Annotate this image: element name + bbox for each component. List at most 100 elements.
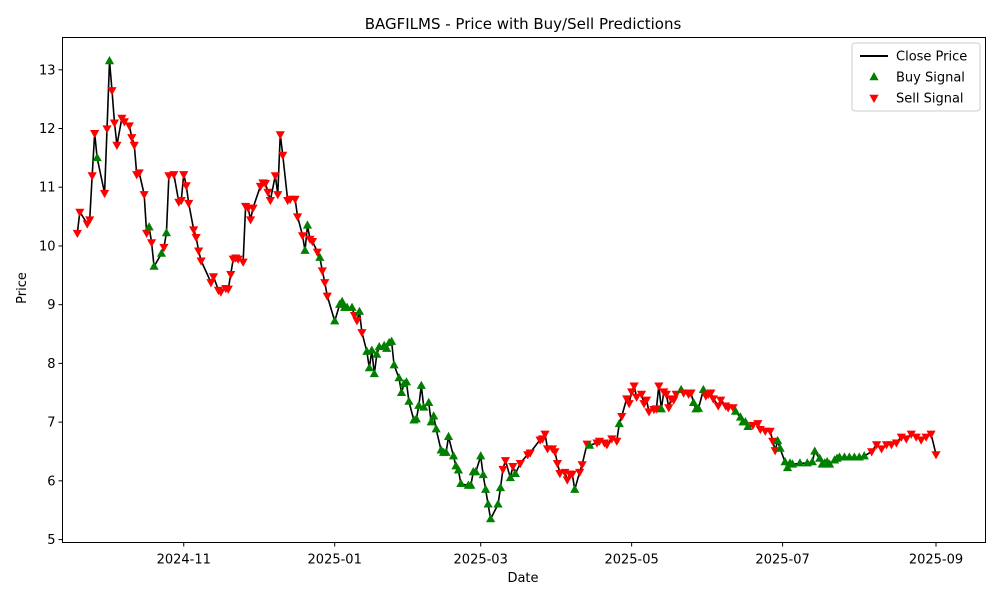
sell-signal-marker bbox=[906, 430, 916, 439]
y-tick-label: 7 bbox=[47, 416, 55, 431]
sell-signal-marker bbox=[622, 395, 632, 404]
buy-signal-marker bbox=[401, 377, 412, 386]
buy-signal-marker bbox=[161, 228, 172, 237]
buy-signal-marker bbox=[510, 468, 520, 477]
sell-signal-marker bbox=[322, 292, 332, 301]
buy-signal-marker bbox=[404, 396, 414, 405]
sell-signal-marker bbox=[886, 441, 897, 450]
sell-signal-marker bbox=[196, 257, 206, 266]
buy-signal-marker bbox=[775, 443, 785, 452]
x-tick-label: 2024-11 bbox=[157, 553, 211, 568]
y-tick-label: 8 bbox=[47, 357, 55, 372]
y-tick-label: 11 bbox=[39, 181, 56, 196]
chart-title: BAGFILMS - Price with Buy/Sell Predictio… bbox=[365, 15, 682, 33]
buy-signal-marker bbox=[782, 462, 793, 472]
buy-signal-marker bbox=[656, 404, 666, 413]
sell-signal-marker bbox=[602, 441, 612, 450]
buy-signal-marker bbox=[364, 363, 374, 372]
sell-signal-marker bbox=[273, 191, 283, 200]
sell-signal-marker bbox=[706, 389, 716, 398]
buy-signal-marker bbox=[302, 220, 313, 229]
y-tick-label: 9 bbox=[47, 298, 55, 313]
sell-signal-marker bbox=[686, 389, 696, 398]
buy-signal-marker bbox=[104, 55, 115, 65]
sell-signal-marker bbox=[146, 239, 157, 248]
sell-signal-marker bbox=[911, 433, 921, 442]
sell-signal-marker bbox=[184, 199, 194, 209]
buy-signal-marker bbox=[149, 261, 159, 270]
sell-signal-marker bbox=[607, 435, 617, 444]
buy-signal-marker bbox=[448, 451, 459, 460]
sell-signal-marker bbox=[216, 288, 226, 297]
legend-buy-swatch bbox=[869, 72, 879, 81]
sell-signal-marker bbox=[102, 125, 112, 134]
sell-signal-marker bbox=[357, 329, 367, 338]
buy-signal-marker bbox=[419, 402, 429, 411]
sell-signal-marker bbox=[208, 273, 219, 282]
buy-signal-marker bbox=[483, 499, 493, 508]
buy-signal-marker bbox=[688, 397, 699, 406]
buy-signal-marker bbox=[614, 418, 624, 428]
sell-signal-marker bbox=[142, 229, 152, 239]
sell-signal-marker bbox=[238, 258, 248, 267]
sell-signal-marker bbox=[233, 255, 243, 264]
sell-signal-marker bbox=[260, 179, 271, 189]
sell-signal-marker bbox=[552, 460, 563, 469]
legend: Close Price Buy Signal Sell Signal bbox=[851, 42, 981, 112]
y-tick-label: 5 bbox=[47, 533, 55, 548]
sell-signal-marker bbox=[85, 216, 95, 225]
sell-signal-marker bbox=[901, 435, 911, 444]
sell-signal-marker bbox=[191, 233, 201, 243]
sell-signal-marker bbox=[664, 404, 674, 413]
buy-signal-marker bbox=[478, 469, 488, 479]
x-tick-label: 2025-05 bbox=[604, 553, 658, 568]
buy-signal-marker bbox=[429, 411, 439, 420]
buy-signal-marker bbox=[369, 368, 379, 378]
sell-signal-marker bbox=[872, 441, 882, 450]
sell-signal-marker bbox=[867, 448, 877, 457]
sell-signal-marker bbox=[179, 171, 189, 180]
sell-signal-marker bbox=[312, 248, 322, 257]
sell-signal-marker bbox=[525, 449, 535, 458]
buy-signal-marker bbox=[466, 480, 476, 489]
sell-signal-marker bbox=[631, 393, 642, 402]
sell-signal-marker bbox=[876, 445, 887, 454]
buy-signal-marker bbox=[156, 248, 167, 257]
buy-signal-marker bbox=[859, 451, 869, 460]
sell-signal-marker bbox=[753, 420, 763, 429]
sell-signal-marker bbox=[728, 404, 738, 413]
buy-signal-marker bbox=[787, 459, 798, 468]
buy-signal-marker bbox=[505, 472, 515, 482]
x-tick-label: 2025-03 bbox=[454, 553, 508, 568]
buy-signal-marker bbox=[426, 417, 436, 426]
sell-signal-marker bbox=[575, 468, 585, 478]
sell-signal-marker bbox=[292, 213, 303, 222]
buy-signal-marker bbox=[389, 360, 399, 369]
sell-signal-marker bbox=[562, 476, 572, 485]
buy-signal-marker bbox=[416, 380, 426, 389]
sell-signal-marker bbox=[921, 433, 931, 442]
sell-signal-marker bbox=[263, 188, 273, 197]
sell-signal-marker bbox=[567, 470, 577, 479]
buy-signal-marker bbox=[815, 453, 825, 462]
sell-signal-marker bbox=[627, 388, 637, 397]
plot-area bbox=[72, 55, 941, 523]
sell-signal-marker bbox=[713, 402, 723, 411]
y-tick-label: 10 bbox=[39, 239, 56, 254]
sell-signal-marker bbox=[765, 427, 775, 436]
buy-signal-marker bbox=[795, 458, 805, 467]
sell-signal-marker bbox=[275, 131, 285, 140]
plot-frame bbox=[62, 37, 986, 543]
sell-signal-marker bbox=[500, 457, 511, 466]
buy-signal-marker bbox=[441, 447, 451, 456]
sell-signal-marker bbox=[109, 119, 120, 128]
buy-signal-marker bbox=[315, 252, 325, 261]
buy-signal-marker bbox=[372, 349, 382, 358]
buy-signal-marker bbox=[443, 431, 454, 441]
sell-signal-marker bbox=[307, 238, 318, 247]
sell-signal-marker bbox=[644, 408, 654, 417]
buy-signal-marker bbox=[456, 478, 466, 487]
sell-signal-marker bbox=[112, 141, 122, 150]
